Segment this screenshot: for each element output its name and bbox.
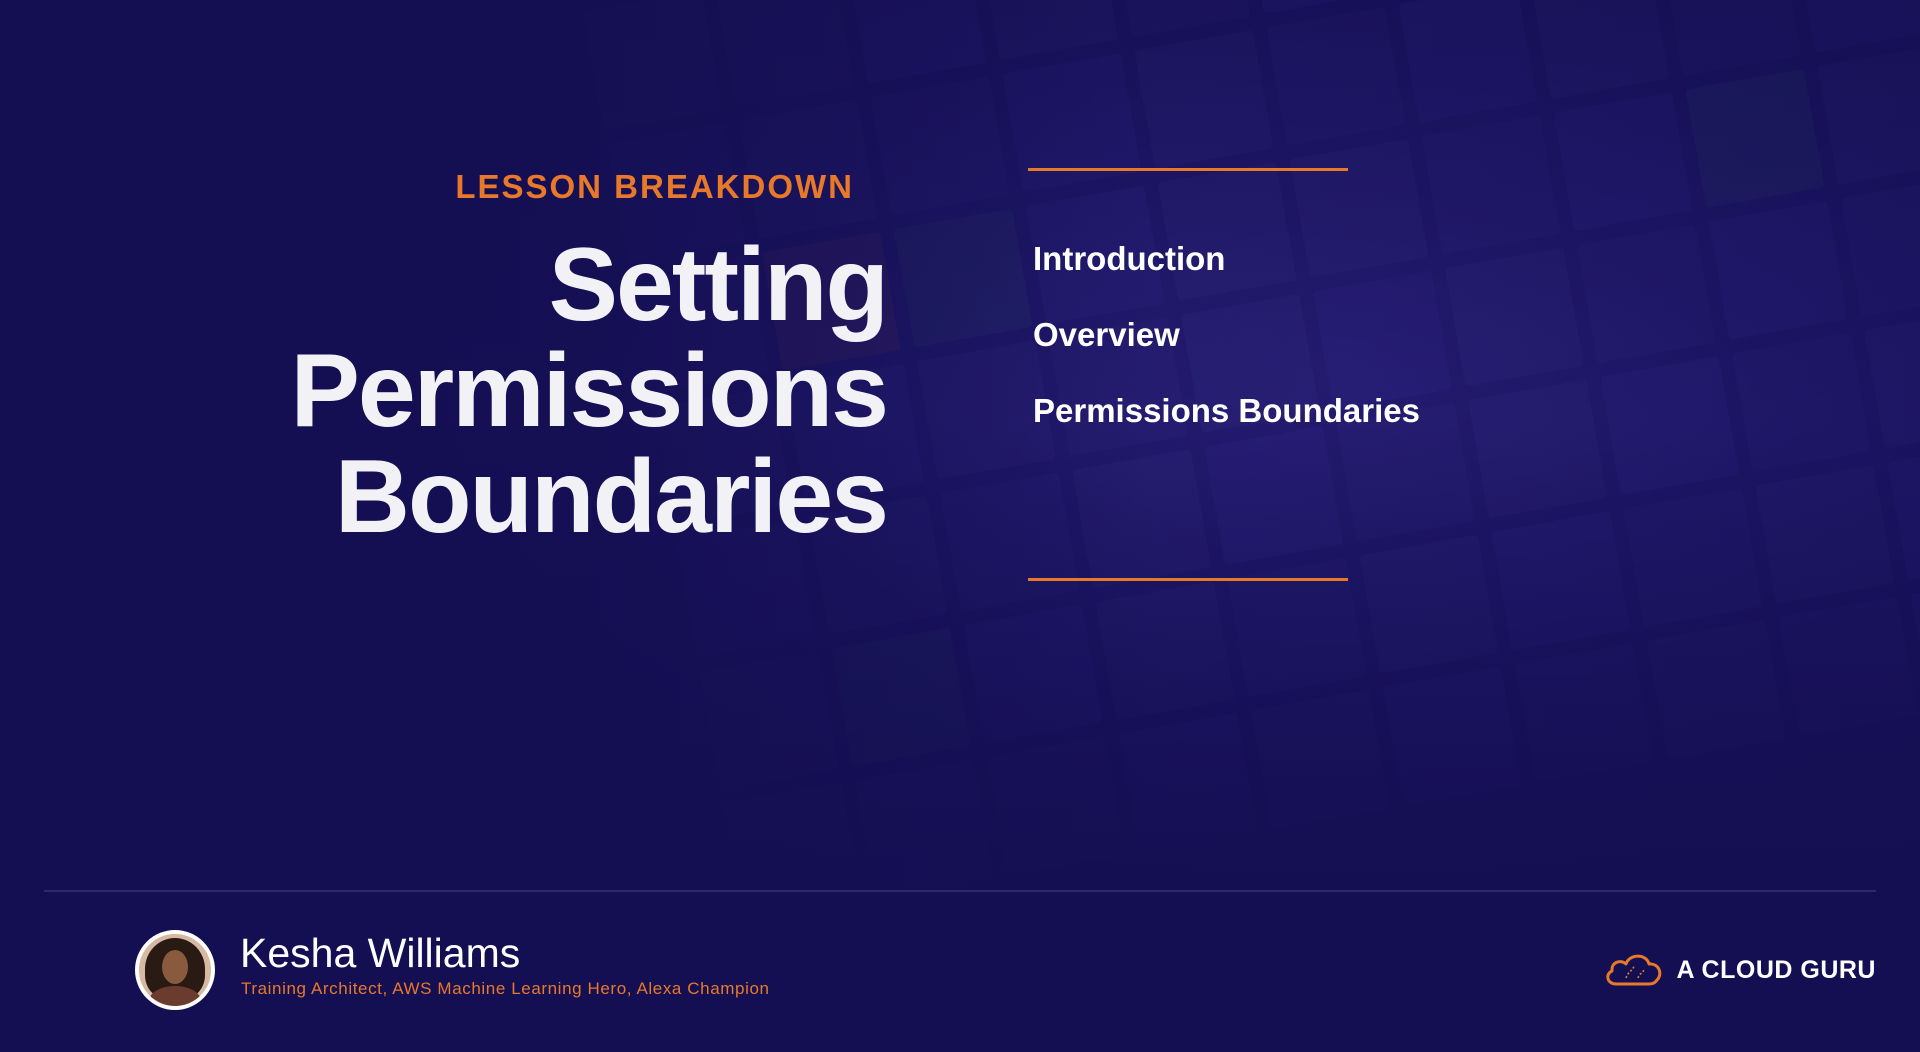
cloud-icon: [1602, 950, 1666, 990]
agenda-item: Introduction: [1033, 240, 1226, 277]
presenter-avatar: [135, 930, 215, 1010]
footer-divider: [44, 890, 1876, 892]
presenter-name: Kesha Williams: [240, 930, 521, 976]
agenda-item: Permissions Boundaries: [1033, 392, 1420, 429]
agenda-item: Overview: [1033, 316, 1180, 353]
brand-name: A CLOUD GURU: [1676, 955, 1876, 984]
lesson-eyebrow: LESSON BREAKDOWN: [455, 168, 854, 205]
title-line: Permissions: [290, 333, 889, 449]
title-line: Setting: [548, 227, 889, 343]
agenda-list: Introduction Overview Permissions Bounda…: [1033, 240, 1420, 468]
title-line: Boundaries: [334, 439, 889, 555]
agenda-bottom-divider: [1028, 578, 1348, 581]
agenda-top-divider: [1028, 168, 1348, 171]
lesson-title: Setting Permissions Boundaries: [167, 227, 889, 555]
presenter-role: Training Architect, AWS Machine Learning…: [241, 979, 770, 998]
brand-logo: A CLOUD GURU: [1602, 950, 1876, 990]
